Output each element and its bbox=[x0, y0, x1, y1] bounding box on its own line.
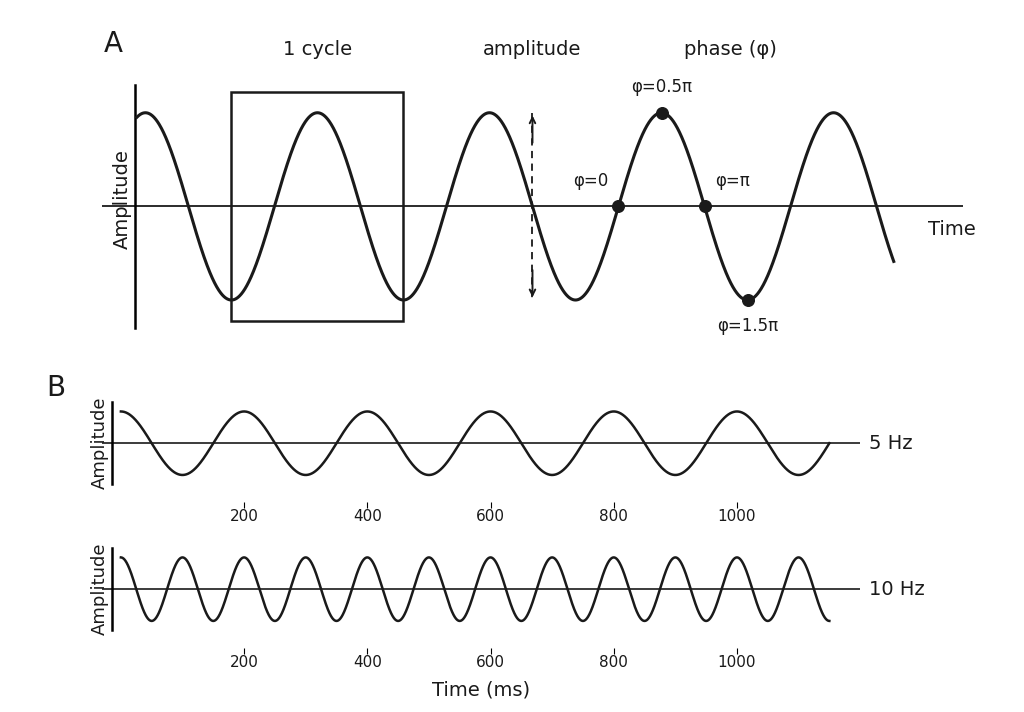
Text: 5 Hz: 5 Hz bbox=[869, 434, 913, 453]
Text: amplitude: amplitude bbox=[483, 40, 582, 58]
X-axis label: Time (ms): Time (ms) bbox=[432, 681, 530, 700]
Text: 1 cycle: 1 cycle bbox=[283, 40, 352, 58]
Text: φ=π: φ=π bbox=[715, 172, 750, 189]
Point bbox=[653, 107, 670, 118]
Point bbox=[696, 201, 713, 212]
Text: φ=1.5π: φ=1.5π bbox=[717, 317, 778, 335]
Text: 10 Hz: 10 Hz bbox=[869, 580, 925, 599]
Text: Time: Time bbox=[928, 221, 976, 239]
Y-axis label: Amplitude: Amplitude bbox=[114, 150, 132, 249]
Text: B: B bbox=[46, 374, 66, 402]
Text: A: A bbox=[104, 31, 123, 58]
Text: φ=0: φ=0 bbox=[572, 172, 608, 189]
Bar bbox=[231, 92, 403, 320]
Point bbox=[739, 294, 756, 305]
Text: phase (φ): phase (φ) bbox=[684, 40, 777, 58]
Y-axis label: Amplitude: Amplitude bbox=[91, 397, 109, 489]
Text: φ=0.5π: φ=0.5π bbox=[631, 78, 692, 96]
Y-axis label: Amplitude: Amplitude bbox=[91, 543, 109, 635]
Point bbox=[610, 201, 627, 212]
